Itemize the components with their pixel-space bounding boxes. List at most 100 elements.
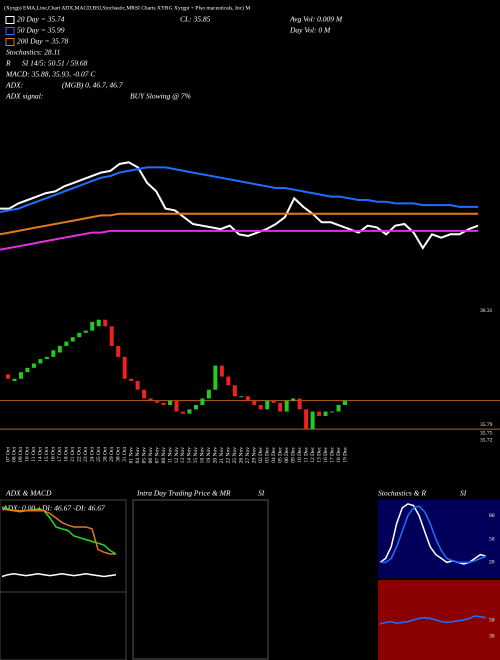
legend-label: 200 Day = 35.78: [17, 37, 69, 46]
adx-signal-label: ADX signal:: [5, 92, 43, 101]
x-tick-label: 20 Nov: [213, 447, 219, 464]
y-tick-label: 35.75: [480, 431, 493, 437]
candle: [265, 400, 270, 410]
candle: [90, 321, 95, 331]
stoch-panel: [378, 500, 500, 578]
adx-value: (MGB) 0, 46.7, 46.7: [62, 81, 123, 90]
x-tick-label: 04 Dec: [271, 446, 277, 462]
candle: [38, 359, 43, 364]
x-tick-label: 21 Oct: [70, 447, 76, 462]
x-tick-label: 19 Nov: [206, 447, 212, 464]
candle: [25, 367, 30, 373]
x-tick-label: 11 Nov: [167, 447, 173, 463]
candle: [116, 345, 121, 357]
candle: [51, 350, 56, 357]
day-vol: Day Vol: 0 M: [289, 26, 331, 35]
candle: [18, 372, 23, 379]
candle: [129, 378, 134, 381]
candle: [297, 398, 302, 410]
panel-title: ADX & MACD: [5, 489, 52, 498]
x-tick-label: 15 Oct: [44, 447, 50, 462]
candle: [103, 319, 108, 327]
candle: [57, 345, 62, 353]
intraday-panel: [132, 499, 269, 660]
candle: [239, 396, 244, 398]
panel-title: Stochastics & R: [378, 489, 426, 498]
series-line: [379, 615, 487, 625]
y-tick-label: 35.79: [480, 422, 493, 428]
x-tick-label: 04 Nov: [135, 447, 141, 464]
legend-swatch: [5, 38, 15, 46]
candle: [44, 356, 49, 360]
x-tick-label: 17 Oct: [57, 447, 63, 462]
candle: [252, 400, 257, 405]
y-tick-label: 20: [489, 560, 495, 566]
series-line: [0, 229, 478, 251]
candle: [168, 400, 173, 405]
x-tick-label: 27 Nov: [245, 447, 251, 464]
x-tick-label: 08 Nov: [161, 447, 167, 464]
x-tick-label: 18 Nov: [200, 447, 206, 464]
x-tick-label: 14 Oct: [38, 447, 44, 462]
candle: [291, 398, 296, 401]
x-tick-label: 18 Dec: [336, 446, 342, 462]
candle: [284, 400, 289, 412]
y-tick-label: 50: [489, 536, 495, 542]
x-tick-label: 13 Dec: [316, 446, 322, 462]
candle: [148, 398, 153, 401]
series-line: [1, 573, 117, 578]
x-tick-label: 03 Dec: [264, 446, 270, 462]
x-tick-label: 05 Nov: [141, 447, 147, 464]
y-tick-label: 50: [489, 617, 495, 623]
candle: [122, 356, 127, 379]
candle: [226, 376, 231, 386]
candle: [83, 330, 88, 333]
x-tick-label: 16 Dec: [323, 446, 329, 462]
candle: [232, 385, 237, 397]
x-tick-label: 10 Oct: [25, 447, 31, 462]
x-tick-label: 18 Oct: [64, 447, 70, 462]
x-tick-label: 30 Oct: [115, 447, 121, 462]
x-tick-label: 06 Nov: [148, 447, 154, 464]
legend-label: 20 Day = 35.74: [17, 15, 65, 24]
candle: [64, 341, 69, 346]
x-tick-label: 16 Oct: [51, 447, 57, 462]
x-tick-label: 11 Dec: [303, 446, 309, 462]
series-line: [0, 212, 478, 236]
x-tick-label: 21 Nov: [219, 447, 225, 464]
candle: [31, 363, 36, 368]
header-title: (Xyrgp) EMA,Line,Chart ADX,MACD,BSI,Stoc…: [4, 4, 250, 11]
candle: [135, 380, 140, 390]
adx-signal: BUY Slowing @ 7%: [130, 92, 191, 101]
panel-title: SI: [460, 489, 467, 498]
x-tick-label: 23 Oct: [83, 447, 89, 462]
x-tick-label: 13 Nov: [180, 447, 186, 464]
panel-title: SI: [258, 489, 265, 498]
y-tick-label: 35.72: [480, 437, 493, 443]
y-tick-label: 30: [489, 633, 495, 639]
x-tick-label: 26 Nov: [239, 447, 245, 464]
candle: [330, 411, 335, 413]
stoch-label: Stochastics: 28.11: [6, 48, 60, 57]
candle: [193, 405, 198, 410]
legend-swatch: [5, 27, 15, 35]
series-line: [0, 166, 478, 213]
series-line: [0, 161, 479, 250]
x-tick-label: 07 Nov: [154, 447, 160, 464]
adx-panel: [0, 499, 127, 660]
candle: [336, 405, 341, 412]
x-tick-label: 29 Nov: [252, 447, 258, 464]
candle: [174, 400, 179, 412]
candle: [278, 402, 283, 412]
x-tick-label: 12 Nov: [174, 447, 180, 464]
x-tick-label: 19 Dec: [342, 446, 348, 462]
adx-label: ADX:: [5, 81, 23, 90]
x-tick-label: 01 Nov: [128, 447, 134, 464]
candle: [213, 365, 218, 390]
candle: [245, 396, 250, 401]
rsi-label: SI 14/5: 50.51 / 59.68: [22, 59, 88, 68]
x-tick-label: 25 Oct: [96, 447, 102, 462]
candle: [304, 409, 309, 430]
candle: [323, 411, 328, 416]
